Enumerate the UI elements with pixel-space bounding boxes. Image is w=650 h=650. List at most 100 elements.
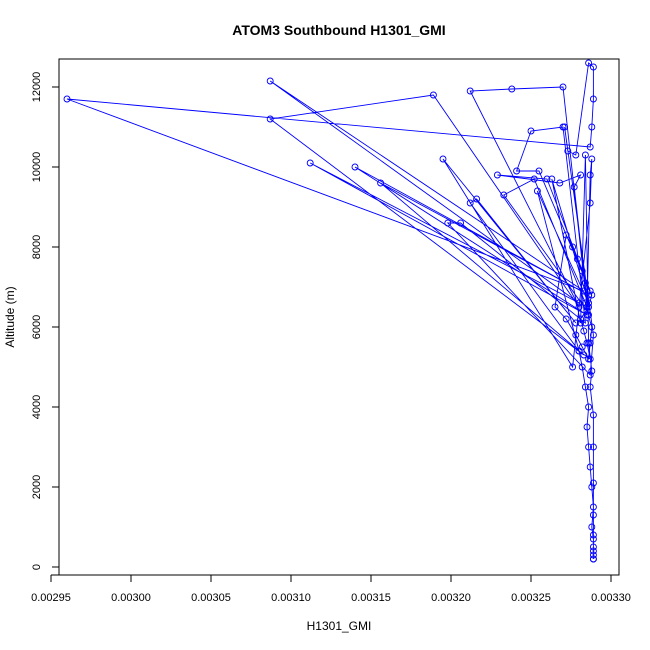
data-point [586, 171, 594, 179]
data-point [588, 367, 596, 375]
x-axis: 0.00295 0.00300 0.00305 0.00310 0.00315 0.003… [31, 574, 631, 604]
data-point [533, 187, 541, 195]
data-point [586, 199, 594, 207]
data-point [586, 383, 594, 391]
data-point [588, 323, 596, 331]
data-point [577, 319, 585, 327]
data-point [63, 95, 71, 103]
data-point [589, 411, 597, 419]
data-point [577, 315, 585, 323]
x-tick-label: 0.00305 [191, 592, 231, 604]
data-point [535, 167, 543, 175]
data-point [530, 175, 538, 183]
x-tick-label: 0.00325 [511, 592, 551, 604]
data-point [266, 77, 274, 85]
data-point [569, 243, 577, 251]
data-point [581, 383, 589, 391]
data-point [564, 147, 572, 155]
series-layer [63, 59, 597, 563]
data-point [585, 355, 593, 363]
data-point [466, 199, 474, 207]
data-point [588, 123, 596, 131]
y-tick-label: 6000 [31, 315, 43, 339]
data-point [543, 175, 551, 183]
data-point [588, 483, 596, 491]
data-point [589, 95, 597, 103]
data-point [570, 183, 578, 191]
data-point [583, 307, 591, 315]
data-point [575, 347, 583, 355]
data-point [585, 59, 593, 67]
x-tick-label: 0.00315 [351, 592, 391, 604]
y-tick-label: 4000 [31, 395, 43, 419]
data-point [589, 443, 597, 451]
y-tick-label: 10000 [31, 152, 43, 183]
data-point [581, 279, 589, 287]
y-axis-label: Altitude (m) [3, 286, 17, 347]
data-point [581, 151, 589, 159]
data-point [589, 503, 597, 511]
x-tick-label: 0.00300 [111, 592, 151, 604]
data-point [589, 555, 597, 563]
data-point [578, 267, 586, 275]
data-point [377, 179, 385, 187]
data-point [572, 319, 580, 327]
data-point [561, 123, 569, 131]
data-point [493, 171, 501, 179]
y-tick-label: 0 [31, 564, 43, 570]
data-point [575, 299, 583, 307]
data-point [556, 179, 564, 187]
data-point [586, 143, 594, 151]
data-point [589, 551, 597, 559]
data-point [513, 167, 521, 175]
data-point [589, 479, 597, 487]
data-point [583, 311, 591, 319]
data-point [266, 115, 274, 123]
data-point [466, 87, 474, 95]
data-point [500, 191, 508, 199]
data-point [586, 463, 594, 471]
data-point [588, 155, 596, 163]
y-tick-label: 2000 [31, 475, 43, 499]
data-point [575, 303, 583, 311]
data-point [351, 163, 359, 171]
x-tick-label: 0.00320 [431, 592, 471, 604]
x-tick-label: 0.00310 [271, 592, 311, 604]
y-tick-label: 8000 [31, 235, 43, 259]
data-point [573, 255, 581, 263]
data-point [527, 127, 535, 135]
data-point [580, 287, 588, 295]
x-axis-label: H1301_GMI [307, 619, 372, 633]
data-point [583, 303, 591, 311]
data-point [580, 327, 588, 335]
data-point [585, 339, 593, 347]
data-point [562, 315, 570, 323]
y-axis: 0 2000 4000 6000 8000 10000 12000 [31, 72, 60, 570]
data-point [444, 219, 452, 227]
data-point [585, 403, 593, 411]
data-point [572, 331, 580, 339]
data-point [585, 299, 593, 307]
data-point [578, 363, 586, 371]
data-point [589, 511, 597, 519]
y-tick-label: 12000 [31, 72, 43, 103]
data-point [577, 171, 585, 179]
data-point [585, 291, 593, 299]
x-tick-label: 0.00330 [591, 592, 631, 604]
data-point [589, 535, 597, 543]
data-point [581, 319, 589, 327]
data-point [429, 91, 437, 99]
data-point [589, 331, 597, 339]
series-line [66, 62, 594, 559]
data-point [583, 423, 591, 431]
data-point [306, 159, 314, 167]
data-point [586, 371, 594, 379]
x-tick-label: 0.00295 [31, 592, 71, 604]
data-point [562, 231, 570, 239]
data-point [589, 547, 597, 555]
data-point [508, 85, 516, 93]
data-point [589, 531, 597, 539]
data-point [439, 155, 447, 163]
data-point [588, 291, 596, 299]
